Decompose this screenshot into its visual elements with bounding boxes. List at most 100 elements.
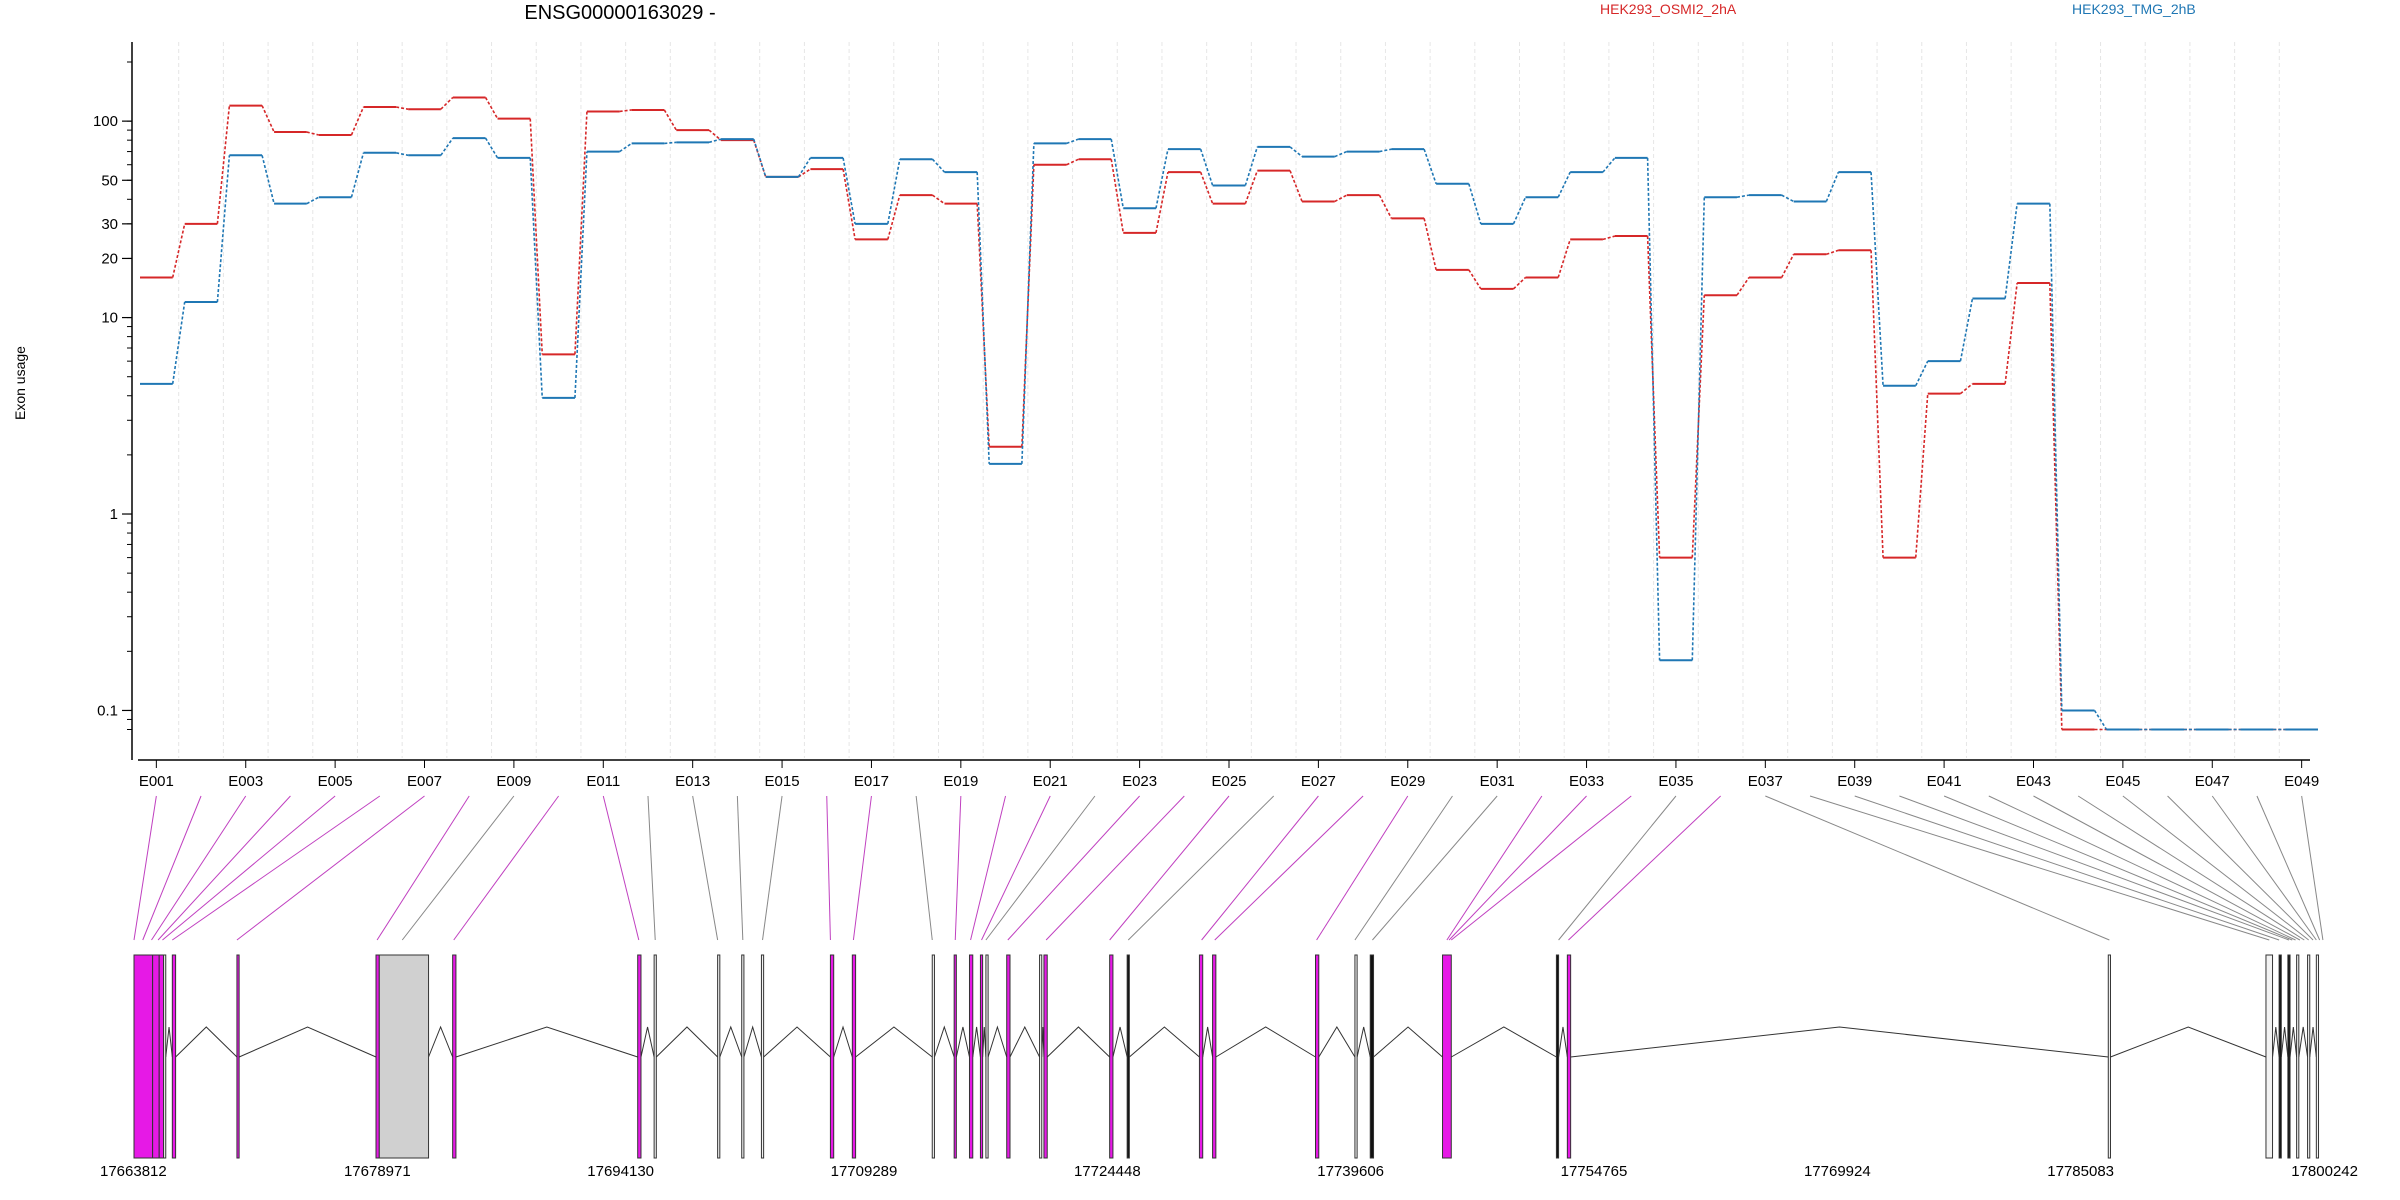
exon-box (2307, 954, 2311, 1159)
exon-connector-line (151, 795, 247, 941)
series-connector (1244, 146, 1259, 186)
series-connector (1155, 149, 1169, 209)
series-connector (350, 106, 365, 136)
intron (2272, 1026, 2280, 1058)
series-connector (976, 172, 990, 464)
intron (982, 1026, 987, 1058)
exon-connector-line (1448, 795, 1587, 941)
series-connector (1959, 383, 1973, 395)
exon-connector-line (762, 795, 783, 941)
genomic-coordinate-label: 17724448 (1074, 1163, 1141, 1180)
series-connector (574, 111, 588, 355)
exon-box (2296, 954, 2300, 1159)
exon-connector-line (157, 795, 291, 941)
y-tick-label: 10 (101, 310, 118, 327)
series-connector (171, 223, 186, 278)
genomic-coordinate-label: 17769924 (1804, 1163, 1871, 1180)
intron (833, 1025, 853, 1058)
genomic-coordinate-label: 17754765 (1561, 1163, 1628, 1180)
series-connector (1110, 138, 1125, 209)
intron (1558, 1026, 1568, 1058)
x-tick-label: E045 (2105, 773, 2140, 790)
genomic-coordinate-label: 17694130 (587, 1163, 654, 1180)
series-connector (1423, 148, 1437, 185)
x-tick-label: E001 (139, 773, 174, 790)
intron (1009, 1025, 1041, 1058)
intron (2298, 1026, 2309, 1058)
series-connector (797, 157, 812, 178)
exon-connector-line (2211, 795, 2317, 941)
series-connector (216, 155, 231, 303)
exon-connector-line (2122, 795, 2309, 941)
series-connector (1110, 159, 1125, 233)
legend-entry-osmi2: HEK293_OSMI2_2hA (1600, 1, 1737, 17)
series-connector (1870, 172, 1884, 386)
series-tmg (140, 137, 2318, 731)
exon-connector-line (1899, 795, 2290, 941)
intron (763, 1026, 831, 1058)
series-connector (1826, 249, 1839, 256)
x-tick-label: E013 (675, 773, 710, 790)
series-connector (1199, 171, 1214, 204)
series-connector (440, 96, 454, 110)
gene-model: 17663812 17678971 17694130 17709289 17724448… (100, 954, 2358, 1180)
intron (855, 1026, 933, 1058)
exon-connector-line (376, 795, 470, 941)
series-connector (619, 142, 633, 153)
exon-connector-line (1007, 795, 1140, 941)
series-connector (842, 168, 856, 240)
exon-connector-line (133, 795, 157, 941)
exon-connector-line (1765, 795, 2110, 941)
x-tick-label: E033 (1569, 773, 1604, 790)
genomic-coordinate-label: 17739606 (1317, 1163, 1384, 1180)
series-connector (1334, 194, 1348, 203)
series-connector (1602, 235, 1616, 241)
genomic-coordinate-label: 17678971 (344, 1163, 411, 1180)
intron (743, 1025, 762, 1058)
exon-box (378, 954, 430, 1159)
intron (719, 1025, 743, 1058)
series-connector (2004, 203, 2018, 299)
exon-connector-line (1854, 795, 2280, 941)
intron (933, 1025, 955, 1058)
series-connector (752, 138, 767, 178)
exon-connector-line (602, 795, 640, 941)
intron (2289, 1026, 2298, 1058)
exon-connector-line (1214, 795, 1364, 941)
intron (987, 1025, 1008, 1058)
exon-connector-line (1809, 795, 2270, 941)
x-tick-label: E015 (765, 773, 800, 790)
x-tick-label: E037 (1748, 773, 1783, 790)
series-connector (931, 158, 946, 173)
exon-box (163, 954, 167, 1159)
exon-connector-line (1109, 795, 1230, 941)
exon-connector-line (2256, 795, 2321, 941)
series-connector (887, 159, 901, 224)
intron (1112, 1026, 1128, 1058)
series-connector (1334, 150, 1348, 158)
series-connector (1244, 170, 1259, 204)
exon-connector-line (1372, 795, 1498, 941)
exon-box (653, 954, 657, 1159)
genomic-coordinate-label: 17785083 (2047, 1163, 2114, 1180)
exon-box (1006, 954, 1011, 1159)
exon-box (2278, 954, 2282, 1159)
exon-connector-line (915, 795, 933, 941)
exon-box (133, 954, 154, 1159)
exon-box (152, 954, 160, 1159)
series-connector (484, 97, 499, 120)
series-connector (1557, 239, 1571, 278)
intron (1129, 1026, 1200, 1058)
exon-box (979, 954, 984, 1159)
exon-connector-line (1354, 795, 1453, 941)
exon-connector-line (1558, 795, 1677, 941)
intron (238, 1026, 377, 1058)
exon-box (760, 954, 765, 1159)
exon-connector-line (1127, 795, 1275, 941)
series-connector (261, 155, 275, 204)
exon-connector-line (2301, 795, 2324, 941)
y-tick-label: 20 (101, 250, 118, 267)
series-connector (708, 129, 722, 141)
intron (1570, 1026, 2109, 1058)
series-connector (1781, 194, 1795, 203)
